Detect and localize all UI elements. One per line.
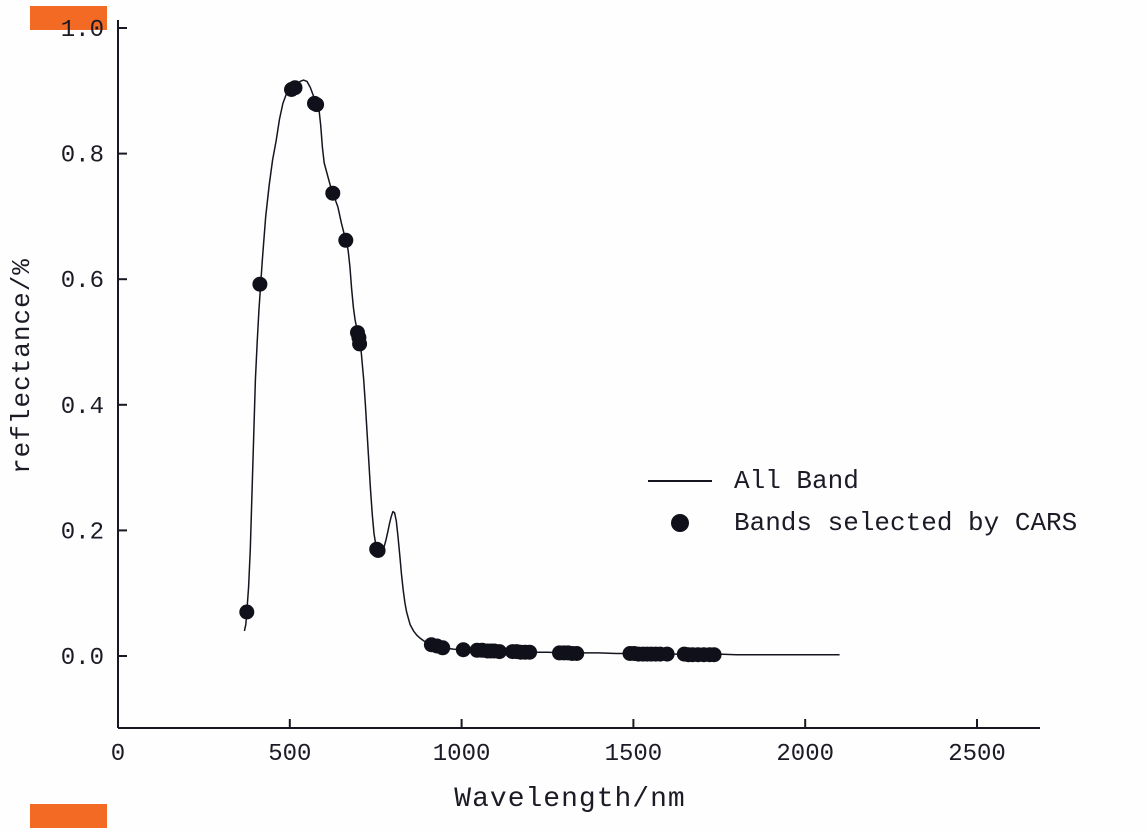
- legend-sample-box: [648, 480, 712, 482]
- x-tick-label: 2500: [948, 741, 1006, 768]
- x-tick-label: 1500: [605, 741, 663, 768]
- cars-selected-band-point: [370, 543, 386, 558]
- cars-selected-band-point: [239, 604, 255, 620]
- cars-selected-band-point: [455, 642, 471, 658]
- y-tick-label: 0.4: [61, 394, 104, 421]
- cars-selected-band-point: [252, 276, 268, 292]
- cars-selected-band-point: [706, 647, 722, 663]
- x-axis-title: Wavelength/nm: [454, 784, 686, 815]
- y-tick-label: 0.8: [61, 143, 104, 170]
- x-tick-label: 1000: [433, 741, 491, 768]
- cars-selected-band-point: [569, 646, 585, 661]
- cars-dot-sample: [671, 514, 689, 532]
- x-tick-label: 2000: [776, 741, 834, 768]
- legend-item-cars: Bands selected by CARS: [648, 508, 1077, 538]
- y-axis-title: reflectance/%: [7, 258, 37, 474]
- legend-label-all-band: All Band: [734, 466, 859, 496]
- y-tick-label: 0.6: [61, 268, 104, 295]
- top-left-orange-mark: [30, 6, 107, 30]
- legend-item-all-band: All Band: [648, 466, 1077, 496]
- cars-selected-band-point: [338, 232, 354, 248]
- y-tick-label: 1.0: [61, 17, 104, 44]
- y-tick-label: 0.0: [61, 645, 104, 672]
- all-band-curve: [243, 79, 840, 656]
- cars-selected-band-point: [352, 336, 368, 352]
- cars-selected-band-point: [287, 80, 303, 96]
- y-tick-label: 0.2: [61, 519, 104, 546]
- x-tick-label: 0: [111, 741, 125, 768]
- cars-selected-band-point: [522, 644, 538, 660]
- all-band-line-sample: [648, 480, 712, 482]
- cars-selected-band-point: [309, 97, 325, 113]
- cars-selected-band-point: [325, 185, 341, 201]
- legend-label-cars: Bands selected by CARS: [734, 508, 1078, 538]
- cars-selected-band-point: [659, 646, 675, 662]
- cars-selected-band-point: [435, 640, 451, 656]
- legend: All Band Bands selected by CARS: [648, 466, 1077, 538]
- legend-sample-box: [648, 514, 712, 532]
- x-tick-label: 500: [268, 741, 311, 768]
- cars-selected-band-point: [491, 644, 507, 660]
- bottom-left-orange-mark: [30, 804, 107, 828]
